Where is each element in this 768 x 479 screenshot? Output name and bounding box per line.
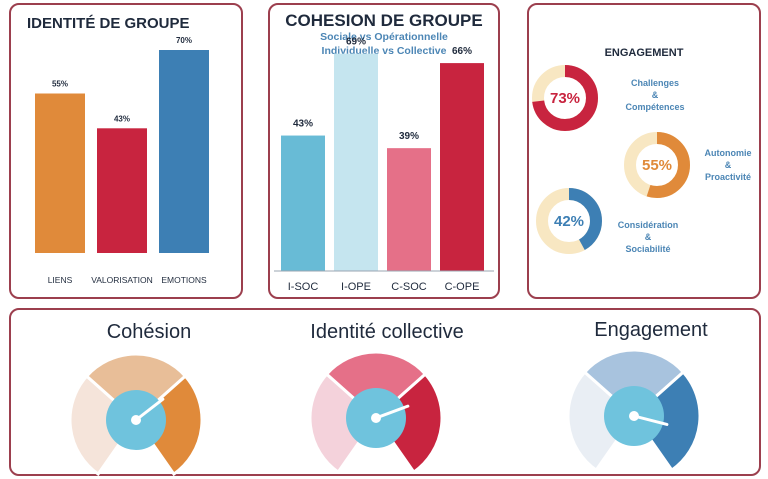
value-label-i-ope: 69%: [346, 37, 366, 48]
gauge-charts: [68, 348, 702, 477]
bar-liens: [35, 93, 85, 253]
gauge-pivot-identite-collective: [371, 413, 381, 423]
cohesion-subtitle-1: Sociale vs Opérationnelle: [320, 31, 448, 43]
cohesion-panel: COHESION DE GROUPE Sociale vs Opérationn…: [268, 3, 500, 299]
ring-label-line: Autonomie: [704, 148, 752, 158]
gauge-zone-cohesion-3: [134, 374, 204, 477]
ring-label-line: Proactivité: [704, 172, 752, 182]
ring-label-line: &: [644, 232, 652, 242]
ring-value-consideration-sociabilite: 42%: [554, 213, 584, 230]
ring-arc-challenges-competences: [532, 65, 598, 131]
bar-i-soc: [281, 135, 325, 271]
category-label-i-soc: I-SOC: [288, 281, 319, 293]
cohesion-bar-chart: 43% I-SOC 69% I-OPE 39% C-SOC 66% C-OPE: [274, 37, 494, 293]
gauge-zone-engagement-3: [632, 370, 702, 473]
gauge-needle-identite-collective: [374, 404, 410, 420]
identite-bar-chart: 55% LIENS 43% VALORISATION 70% EMOTIONS: [35, 36, 209, 285]
gauge-zone-cohesion-2: [84, 352, 188, 423]
value-label-liens: 55%: [52, 80, 68, 89]
ring-arc-autonomie-proactivite: [624, 132, 690, 198]
identite-panel: IDENTITÉ DE GROUPE 55% LIENS 43% VALORISATI…: [9, 3, 243, 299]
gauge-zone-cohesion-1: [68, 374, 138, 477]
ring-label-line: Considération: [617, 220, 679, 230]
ring-arc-consideration-sociabilite: [536, 188, 602, 254]
category-label-liens: LIENS: [48, 275, 73, 285]
ring-label-line: Compétences: [625, 102, 685, 112]
cohesion-title: COHESION DE GROUPE: [285, 11, 483, 30]
bar-emotions: [159, 50, 209, 253]
bar-c-ope: [440, 63, 484, 271]
gauge-title-identite: Identité collective: [310, 321, 464, 343]
category-label-c-ope: C-OPE: [445, 281, 480, 293]
category-label-i-ope: I-OPE: [341, 281, 371, 293]
gauge-zone-engagement-2: [582, 348, 686, 419]
gauge-zone-engagement-1: [566, 370, 636, 473]
ring-label-autonomie: Autonomie & Proactivité: [695, 147, 761, 183]
ring-label-challenges: Challenges & Compétences: [611, 77, 699, 113]
engagement-title: ENGAGEMENT: [604, 47, 684, 59]
value-label-c-ope: 66%: [452, 46, 472, 57]
engagement-ring-charts: 73% 55% 42%: [532, 65, 690, 254]
value-label-emotions: 70%: [176, 36, 192, 45]
ring-label-line: Sociabilité: [625, 244, 671, 254]
gauge-needle-engagement: [632, 414, 669, 426]
value-label-valorisation: 43%: [114, 114, 130, 123]
gauge-pivot-engagement: [629, 411, 639, 421]
gauge-title-cohesion: Cohésion: [106, 321, 192, 343]
identite-title: IDENTITÉ DE GROUPE: [27, 15, 190, 32]
bar-i-ope: [334, 53, 378, 272]
ring-label-line: Challenges: [630, 78, 679, 88]
value-label-c-soc: 39%: [399, 131, 419, 142]
gauge-pivot-cohesion: [131, 415, 141, 425]
ring-value-autonomie-proactivite: 55%: [642, 157, 672, 174]
ring-label-line: &: [724, 160, 732, 170]
category-label-valorisation: VALORISATION: [91, 275, 153, 285]
gauge-title-engagement: Engagement: [594, 319, 708, 341]
gauge-zone-identite-collective-3: [374, 372, 444, 475]
ring-label-line: &: [651, 90, 659, 100]
engagement-panel: ENGAGEMENT 73% 55% 42% Challenges & Compét…: [527, 3, 761, 299]
ring-label-consideration: Considération & Sociabilité: [605, 219, 691, 255]
gauge-zone-identite-collective-2: [324, 350, 428, 421]
gauge-needle-cohesion: [134, 397, 165, 422]
category-label-emotions: EMOTIONS: [161, 275, 207, 285]
value-label-i-soc: 43%: [293, 119, 313, 130]
bar-valorisation: [97, 128, 147, 253]
bar-c-soc: [387, 148, 431, 271]
category-label-c-soc: C-SOC: [391, 281, 427, 293]
gauges-panel: Cohésion Identité collective Engagement: [9, 308, 761, 477]
gauge-zone-identite-collective-1: [308, 372, 378, 475]
ring-value-challenges-competences: 73%: [550, 90, 580, 107]
